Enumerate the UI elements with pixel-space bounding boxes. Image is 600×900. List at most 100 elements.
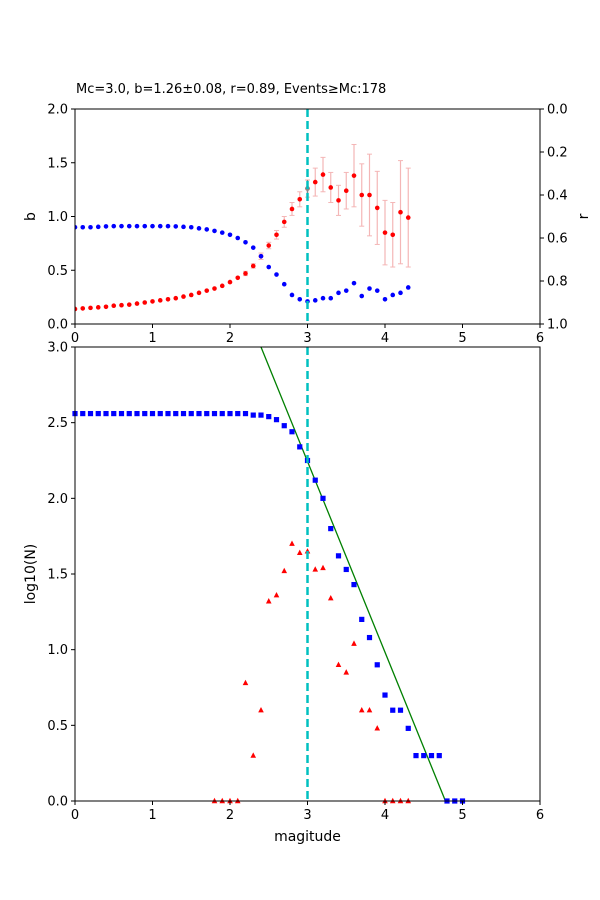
top-plot-area (75, 109, 411, 324)
noncumulative-point (242, 679, 249, 686)
noncumulative-point (304, 548, 311, 554)
r-value-point (312, 298, 318, 303)
b-value-point (212, 286, 217, 291)
r-value-point (173, 224, 179, 229)
r-value-point (95, 224, 101, 230)
y-tick-label: 0.0 (47, 795, 68, 810)
cumulative-point (87, 410, 94, 417)
x-tick-label: 2 (226, 331, 234, 346)
b-value-point (188, 292, 194, 298)
r-value-point (243, 240, 248, 245)
cumulative-point (413, 753, 419, 759)
r-value-point (374, 288, 380, 293)
cumulative-point (211, 410, 218, 417)
cumulative-point (126, 410, 132, 417)
r-value-point (188, 224, 194, 230)
b-value-point (351, 173, 357, 178)
cumulative-point (312, 477, 318, 483)
r-value-point (250, 245, 256, 250)
b-value-point (235, 275, 241, 281)
noncumulative-point (258, 707, 264, 713)
b-value-point (398, 209, 403, 215)
r-value-point (212, 228, 217, 234)
cumulative-point (436, 753, 442, 759)
r-value-point (405, 285, 411, 290)
x-tick-label: 5 (458, 808, 466, 823)
cumulative-point (80, 410, 86, 417)
r-value-point (320, 295, 326, 301)
r-value-point (181, 224, 186, 230)
r-value-point (103, 224, 109, 229)
r-value-point (297, 296, 303, 302)
r-value-point (157, 223, 163, 229)
cumulative-point (149, 410, 156, 417)
r-value-point (281, 281, 287, 287)
x-tick-label: 1 (148, 808, 156, 823)
cumulative-point (204, 410, 210, 417)
b-value-point (250, 263, 256, 269)
b-value-point (157, 298, 163, 303)
y-tick-label: 1.0 (47, 210, 68, 225)
b-value-point (320, 172, 326, 177)
r-value-point (390, 292, 396, 298)
noncumulative-point (335, 661, 342, 667)
r-value-point (367, 286, 372, 291)
cumulative-point (359, 616, 365, 622)
b-value-point (119, 302, 124, 308)
b-value-point (134, 301, 140, 306)
r-value-point (336, 290, 341, 296)
gr-fit-line (260, 346, 447, 802)
y-tick-label: 2.0 (47, 492, 68, 507)
cumulative-point (134, 410, 140, 417)
r-value-point (351, 280, 357, 286)
r-value-point (359, 293, 365, 299)
r-value-point (382, 296, 388, 302)
cumulative-point (281, 423, 287, 429)
bottom-y-axis-label: log10(N) (23, 544, 39, 605)
noncumulative-point (250, 752, 257, 758)
cumulative-point (351, 581, 357, 588)
b-value-point (196, 290, 202, 296)
x-tick-label: 2 (226, 808, 234, 823)
x-tick-label: 0 (71, 331, 79, 346)
b-value-point (405, 215, 411, 220)
cumulative-point (335, 553, 342, 559)
b-value-point (111, 303, 117, 309)
cumulative-point (328, 526, 334, 532)
b-value-point (126, 302, 132, 307)
b-value-point (103, 304, 109, 310)
cumulative-point (118, 410, 125, 417)
r-value-point (126, 223, 132, 229)
y-tick-label: 1.5 (47, 156, 68, 171)
r-value-point (75, 224, 78, 230)
x-tick-label: 6 (536, 808, 544, 823)
r-value-point (343, 288, 349, 293)
cumulative-point (103, 410, 109, 417)
cumulative-point (242, 410, 249, 417)
r-value-point (119, 223, 124, 229)
noncumulative-point (374, 725, 381, 731)
b-value-point (367, 192, 372, 198)
bottom-plot-area (72, 346, 466, 804)
cumulative-point (273, 417, 280, 423)
b-value-point (80, 306, 86, 311)
cumulative-point (382, 692, 388, 698)
cumulative-point (250, 412, 256, 418)
bottom-panel: 0 1 2 3 4 5 6 0.0 0.5 1.0 1.5 2.0 2.5 3.0 magitude lo… (23, 341, 544, 846)
y2-tick-label: 0.2 (547, 146, 568, 161)
cumulative-point (320, 495, 326, 501)
r-value-point (165, 223, 171, 229)
y2-tick-label: 0.8 (547, 275, 568, 290)
cumulative-point (374, 662, 380, 668)
b-value-point (142, 300, 148, 305)
b-value-point (289, 206, 295, 212)
x-tick-label: 5 (458, 331, 466, 346)
cumulative-point (219, 410, 225, 417)
x-tick-label: 3 (303, 808, 311, 823)
y2-tick-label: 1.0 (547, 318, 568, 333)
cumulative-point (343, 566, 349, 573)
y-tick-label: 2.0 (47, 103, 68, 118)
b-value-point (382, 230, 388, 235)
y-tick-label: 0.5 (47, 719, 68, 734)
